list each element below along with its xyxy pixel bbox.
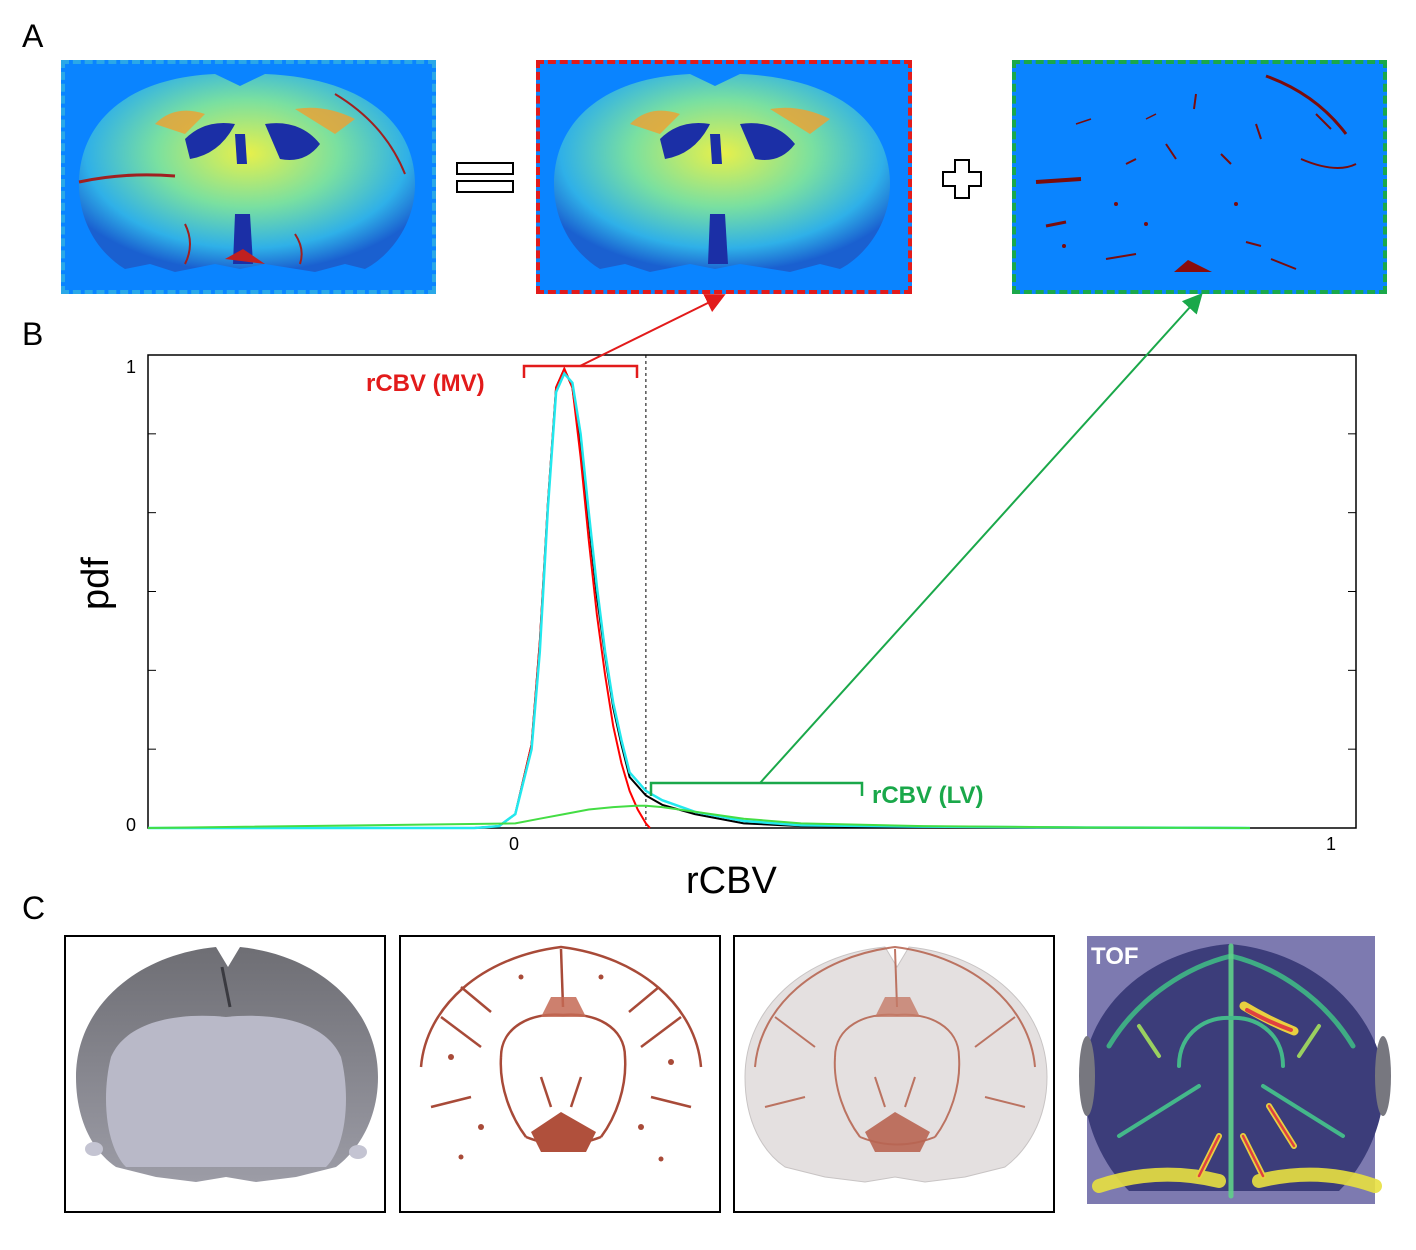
microvascular-rcbv-map: [536, 60, 912, 294]
x-axis-label: rCBV: [686, 860, 777, 902]
lv-annotation-label: rCBV (LV): [872, 782, 984, 809]
panel-label-a: A: [22, 18, 44, 54]
pdf-series-line-1: [148, 366, 651, 829]
plus-symbol: [942, 159, 982, 199]
total-rcbv-brain-image: [78, 74, 415, 272]
vessel-render: [399, 935, 721, 1213]
rcbv-pdf-chart: rCBV (MV) rCBV (LV) 1 0 0 1 rCBV pdf: [75, 293, 1357, 902]
brain-surface-image: [76, 947, 378, 1182]
pdf-series-line-2: [148, 371, 1250, 830]
vessel-surface-overlay-render: [733, 935, 1055, 1213]
mv-arrow: [579, 294, 726, 367]
large-vessel-rcbv-map: [1012, 60, 1387, 294]
y-axis-label: pdf: [75, 557, 117, 610]
microvascular-brain-image: [554, 74, 890, 272]
brain-surface-render: [64, 935, 386, 1213]
large-vessel-image: [1035, 74, 1357, 272]
vessel-render-image: [419, 945, 703, 1162]
tof-render: TOF: [1079, 936, 1391, 1212]
pdf-series-line-3: [147, 804, 1250, 829]
total-rcbv-map: [61, 60, 436, 294]
x-tick-label-1: 1: [1326, 834, 1336, 854]
x-tick-label-0: 0: [509, 834, 519, 854]
y-tick-label-0: 0: [126, 815, 136, 835]
pdf-series-line-0: [148, 366, 1250, 829]
mv-bracket: [522, 364, 639, 378]
panel-label-b: B: [22, 316, 44, 352]
tof-image: TOF: [1079, 936, 1391, 1204]
mv-annotation-label: rCBV (MV): [366, 370, 485, 397]
plot-frame: [147, 354, 1357, 829]
tof-label: TOF: [1091, 943, 1139, 970]
equals-symbol: [456, 162, 514, 193]
panel-label-c: C: [22, 890, 46, 926]
lv-arrow: [759, 293, 1203, 784]
y-tick-label-1: 1: [126, 357, 136, 377]
lv-bracket: [649, 781, 864, 796]
overlay-render-image: [744, 945, 1048, 1183]
